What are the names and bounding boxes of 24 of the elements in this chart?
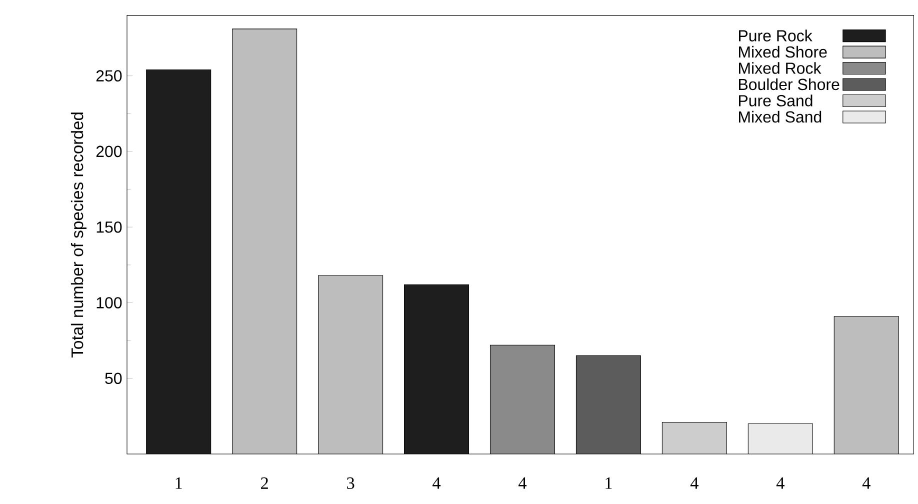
x-tick-label: 4 xyxy=(862,477,870,489)
y-tick-label: 100 xyxy=(96,297,122,308)
legend-label: Mixed Shore xyxy=(739,46,827,58)
y-tick-label: 250 xyxy=(96,70,122,82)
x-tick-label: 1 xyxy=(606,477,612,489)
y-tick-label: 150 xyxy=(96,221,122,233)
x-tick-label: 2 xyxy=(261,477,268,489)
legend-label: Mixed Rock xyxy=(739,62,822,74)
legend-label: Mixed Sand xyxy=(739,110,822,123)
bar xyxy=(834,316,899,454)
x-tick-label: 4 xyxy=(518,477,527,489)
y-tick-label: 50 xyxy=(105,372,122,384)
legend-label: Pure Rock xyxy=(739,30,812,42)
x-tick-label: 4 xyxy=(432,477,441,489)
legend-label: Boulder Shore xyxy=(739,78,840,90)
bar xyxy=(232,28,298,454)
x-tick-label: 4 xyxy=(776,477,784,489)
y-axis-title: Total number of species recorded xyxy=(70,112,86,358)
x-tick-label: 1 xyxy=(176,477,182,489)
legend-label: Pure Sand xyxy=(739,94,812,106)
x-tick-label: 3 xyxy=(347,477,354,490)
y-tick-label: 200 xyxy=(96,146,122,158)
bar xyxy=(318,275,384,454)
x-tick-label: 4 xyxy=(690,477,699,489)
